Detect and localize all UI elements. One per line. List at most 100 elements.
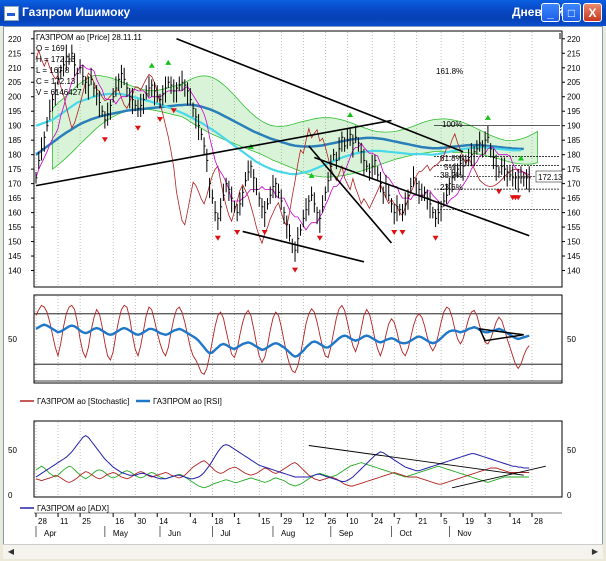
sell-signal-down-arrow-icon <box>170 108 177 114</box>
scroll-right-icon[interactable]: ▶ <box>591 547 599 556</box>
info-volume: V = 6146427 <box>36 88 82 97</box>
x-day-label: 29 <box>283 517 292 526</box>
window-title: Газпром Ишимоку <box>22 5 131 19</box>
price-tick-label-right: 200 <box>567 93 581 102</box>
x-month-label: Aug <box>281 529 295 538</box>
minimize-button[interactable]: _ <box>541 3 560 22</box>
price-tick-label-right: 180 <box>567 151 581 160</box>
x-day-label: 24 <box>374 517 383 526</box>
x-day-label: 3 <box>487 517 492 526</box>
sell-signal-down-arrow-icon <box>214 235 221 241</box>
price-tick-label-left: 180 <box>8 151 22 160</box>
x-day-label: 30 <box>137 517 146 526</box>
di-minus-line <box>35 460 530 487</box>
sell-signal-down-arrow-icon <box>157 117 163 122</box>
fib-label-5: 5% <box>444 163 456 172</box>
maximize-button[interactable]: □ <box>562 3 581 22</box>
fib-label-61-8: 61.8% <box>440 154 463 163</box>
price-tick-label-right: 190 <box>567 122 581 131</box>
x-day-label: 26 <box>327 517 336 526</box>
x-day-label: 28 <box>534 517 543 526</box>
sell-signal-down-arrow-icon <box>432 235 439 241</box>
x-month-label: Jul <box>220 529 230 538</box>
horizontal-scrollbar[interactable]: ◀ ▶ <box>3 544 603 559</box>
fib-label-23-6: 23.6% <box>440 183 463 192</box>
oscillator-panel: 50 50 <box>8 296 576 382</box>
x-month-label: Apr <box>44 529 57 538</box>
price-tick-label-right: 215 <box>567 49 581 58</box>
x-day-label: 5 <box>443 517 448 526</box>
sell-signal-down-arrow-icon <box>515 195 522 201</box>
price-tick-label-left: 165 <box>8 194 22 203</box>
fib-label-161-8: 161.8% <box>436 67 463 76</box>
adx-panel: 0 0 50 50 <box>8 422 576 500</box>
sell-signal-down-arrow-icon <box>391 229 398 235</box>
sell-signal-down-arrow-icon <box>261 229 268 235</box>
adx-panel-frame <box>33 420 563 498</box>
price-panel: 140 140 145 145 150 150 155 155 160 160 165 165 170 1… <box>8 32 581 286</box>
x-day-label: 15 <box>261 517 270 526</box>
price-tick-label-right: 145 <box>567 252 581 261</box>
close-button[interactable]: X <box>583 3 602 22</box>
trendline <box>308 145 393 244</box>
tenkan-line <box>35 64 530 231</box>
price-tick-label-left: 145 <box>8 252 22 261</box>
scroll-left-icon[interactable]: ◀ <box>7 547 15 556</box>
x-axis: 28 11 25 16 30 14 4 18 1 15 29 12 26 10 24 7 21 5 19 3 14 28 A… <box>34 512 562 538</box>
last-price-label: 172.13 <box>538 173 563 182</box>
oscillator-legend: ГАЗПРОМ ао [Stochastic] ГАЗПРОМ ао [RSI] <box>20 397 222 406</box>
buy-signal-up-arrow-icon <box>484 114 491 120</box>
info-header: ГАЗПРОМ ао [Price] 28.11.11 <box>36 33 142 42</box>
price-tick-label-right: 195 <box>567 107 581 116</box>
sell-signal-down-arrow-icon <box>234 229 241 235</box>
adx-tick-label-left: 50 <box>8 446 17 455</box>
price-tick-label-right: 210 <box>567 64 581 73</box>
x-day-label: 25 <box>82 517 91 526</box>
last-price-marker <box>535 170 563 183</box>
title-bar[interactable]: Газпром Ишимоку Дневной _ □ X <box>0 0 606 26</box>
price-tick-label-right: 155 <box>567 223 581 232</box>
price-tick-label-left: 205 <box>8 78 22 87</box>
info-high: H = 172.13 <box>36 55 76 64</box>
price-info-box: ГАЗПРОМ ао [Price] 28.11.11 O = 169 H = … <box>36 33 142 97</box>
di-plus-line <box>35 462 530 489</box>
x-month-label: Oct <box>399 529 412 538</box>
adx-tick-label-right: 50 <box>567 446 576 455</box>
price-tick-label-left: 160 <box>8 209 22 218</box>
adx-legend: ГАЗПРОМ ао [ADX] <box>20 504 109 513</box>
price-tick-label-right: 150 <box>567 238 581 247</box>
x-month-label: Sep <box>339 529 354 538</box>
x-day-label: 14 <box>512 517 521 526</box>
adx-tick-label-right: 0 <box>567 491 572 500</box>
info-open: O = 169 <box>36 44 65 53</box>
price-tick-label-left: 215 <box>8 49 22 58</box>
adx-line <box>35 435 530 482</box>
trendline <box>176 38 464 153</box>
app-chart-icon <box>4 6 19 21</box>
stochastic-legend-label: ГАЗПРОМ ао [Stochastic] <box>37 397 129 406</box>
price-tick-label-left: 190 <box>8 122 22 131</box>
stochastic-line <box>35 304 530 375</box>
x-day-label: 11 <box>60 517 69 526</box>
price-tick-label-left: 170 <box>8 180 22 189</box>
rsi-line <box>35 323 530 358</box>
buy-signal-up-arrow-icon <box>148 62 155 68</box>
adx-legend-label: ГАЗПРОМ ао [ADX] <box>37 504 109 513</box>
x-day-label: 10 <box>349 517 358 526</box>
price-tick-label-left: 140 <box>8 267 22 276</box>
price-tick-label-left: 155 <box>8 223 22 232</box>
buy-signal-up-arrow-icon <box>347 112 354 117</box>
x-day-label: 16 <box>115 517 124 526</box>
chart-client-area: 140 140 145 145 150 150 155 155 160 160 165 165 170 1… <box>3 26 603 558</box>
adx-trendline <box>451 465 546 489</box>
info-close: C = 172.13 <box>36 77 76 86</box>
buy-signal-up-arrow-icon <box>517 155 524 161</box>
oscillator-tick-label-right: 50 <box>567 335 576 344</box>
price-tick-label-right: 185 <box>567 136 581 145</box>
adx-tick-label-left: 0 <box>8 491 13 500</box>
x-day-label: 4 <box>192 517 197 526</box>
fib-label-38-2: 38.2% <box>440 171 463 180</box>
trendline <box>35 119 392 187</box>
